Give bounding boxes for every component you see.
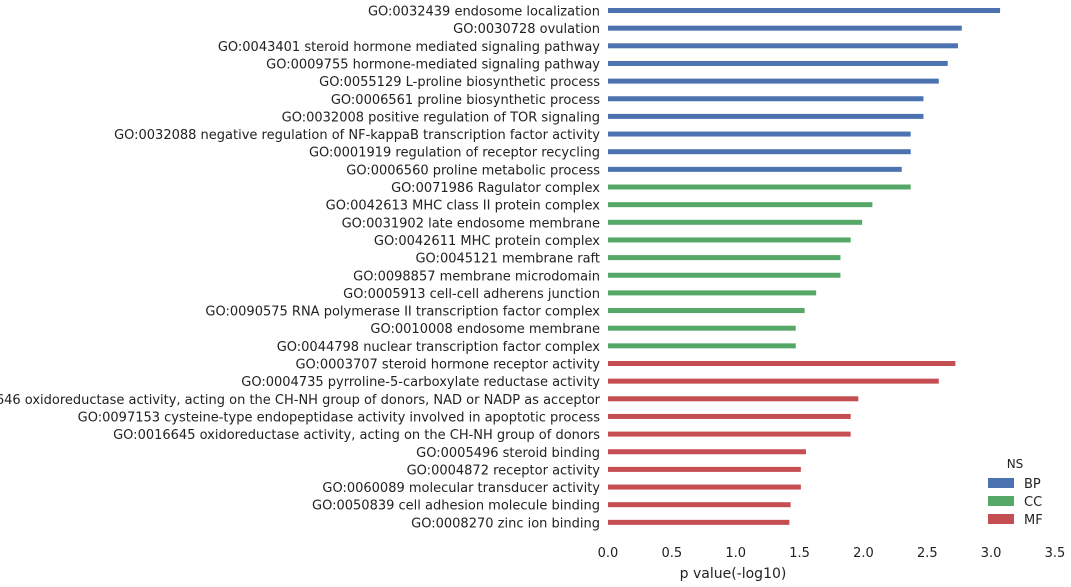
bar-cc <box>608 219 863 225</box>
bar-cc <box>608 184 911 190</box>
category-label: GO:0044798 nuclear transcription factor … <box>277 340 601 355</box>
category-label: GO:0043401 steroid hormone mediated sign… <box>218 40 600 55</box>
legend-label: MF <box>1024 513 1043 528</box>
category-label: GO:0010008 endosome membrane <box>370 322 600 337</box>
category-label: GO:0030728 ovulation <box>453 22 600 37</box>
category-label: GO:0008270 zinc ion binding <box>411 516 600 531</box>
category-label: GO:0005913 cell-cell adherens junction <box>343 287 600 302</box>
bar-mf <box>608 413 851 419</box>
legend-swatch <box>988 496 1014 506</box>
category-label: GO:0032088 negative regulation of NF-kap… <box>114 128 600 143</box>
bar-cc <box>608 290 817 296</box>
bar-mf <box>608 431 851 437</box>
legend: NS BP CC MF <box>988 457 1043 528</box>
bar-bp <box>608 166 902 172</box>
bar-bp <box>608 78 939 84</box>
bar-mf <box>608 449 806 455</box>
bar-cc <box>608 272 841 278</box>
category-label: GO:0050839 cell adhesion molecule bindin… <box>312 499 600 514</box>
category-label: GO:0045121 membrane raft <box>415 252 600 267</box>
x-tick-label: 1.0 <box>725 546 746 561</box>
category-label: GO:0004872 receptor activity <box>407 463 601 478</box>
category-label: GO:0006560 proline metabolic process <box>346 163 600 178</box>
legend-entries: BP CC MF <box>988 477 1043 528</box>
bar-bp <box>608 43 958 49</box>
category-label: GO:0009755 hormone-mediated signaling pa… <box>266 57 600 72</box>
category-label: GO:0016646 oxidoreductase activity, acti… <box>0 393 601 408</box>
bar-cc <box>608 343 796 349</box>
bar-bp <box>608 131 911 137</box>
x-tick-label: 0.0 <box>598 546 619 561</box>
bar-bp <box>608 113 924 119</box>
x-tick-label: 0.5 <box>662 546 683 561</box>
bar-cc <box>608 255 841 261</box>
category-label: GO:0003707 steroid hormone receptor acti… <box>295 358 600 373</box>
x-tick-label: 2.0 <box>853 546 874 561</box>
legend-swatch <box>988 478 1014 488</box>
category-label: GO:0001919 regulation of receptor recycl… <box>309 146 600 161</box>
bar-mf <box>608 466 801 472</box>
bar-mf <box>608 396 859 402</box>
category-label: GO:0032008 positive regulation of TOR si… <box>282 110 600 125</box>
legend-swatch <box>988 514 1014 524</box>
bar-bp <box>608 149 911 155</box>
category-label: GO:0004735 pyrroline-5-carboxylate reduc… <box>241 375 600 390</box>
category-label: GO:0042613 MHC class II protein complex <box>326 199 601 214</box>
category-label: GO:0060089 molecular transducer activity <box>322 481 600 496</box>
bar-mf <box>608 484 801 490</box>
legend-title: NS <box>1007 457 1024 471</box>
category-label: GO:0055129 L-proline biosynthetic proces… <box>319 75 600 90</box>
category-label: GO:0005496 steroid binding <box>416 446 600 461</box>
category-label: GO:0006561 proline biosynthetic process <box>331 93 600 108</box>
legend-label: BP <box>1024 477 1041 492</box>
bar-bp <box>608 96 924 102</box>
bar-cc <box>608 202 873 208</box>
category-label: GO:0090575 RNA polymerase II transcripti… <box>205 305 600 320</box>
bars-group <box>608 8 1001 525</box>
bar-bp <box>608 60 948 66</box>
bar-bp <box>608 8 1001 13</box>
bar-cc <box>608 325 796 331</box>
x-axis-label: p value(-log10) <box>680 566 787 582</box>
bar-bp <box>608 25 962 31</box>
category-label: GO:0016645 oxidoreductase activity, acti… <box>113 428 600 443</box>
x-tick-label: 2.5 <box>917 546 938 561</box>
category-label: GO:0098857 membrane microdomain <box>353 269 600 284</box>
category-label: GO:0042611 MHC protein complex <box>374 234 600 249</box>
category-label: GO:0031902 late endosome membrane <box>342 216 600 231</box>
bar-cc <box>608 237 851 243</box>
category-label: GO:0071986 Ragulator complex <box>391 181 600 196</box>
x-tick-label: 3.5 <box>1045 546 1066 561</box>
x-tick-label: 1.5 <box>789 546 810 561</box>
bar-mf <box>608 378 939 384</box>
category-label: GO:0097153 cysteine-type endopeptidase a… <box>78 410 601 425</box>
category-labels-group: GO:0032439 endosome localization GO:00307… <box>0 5 601 532</box>
x-tick-labels-group: 0.0 0.5 1.0 1.5 2.0 2.5 3.0 3.5 <box>598 546 1066 561</box>
bar-mf <box>608 502 791 508</box>
legend-label: CC <box>1024 495 1042 510</box>
x-tick-label: 3.0 <box>981 546 1002 561</box>
bar-mf <box>608 361 956 366</box>
bar-cc <box>608 308 805 314</box>
bar-mf <box>608 519 790 525</box>
category-label: GO:0032439 endosome localization <box>368 5 600 20</box>
